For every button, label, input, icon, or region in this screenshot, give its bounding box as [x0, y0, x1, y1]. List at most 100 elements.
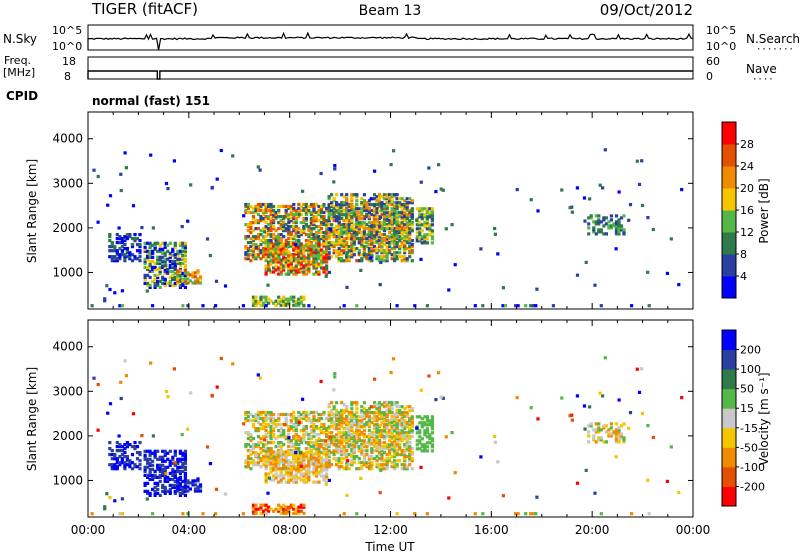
echo-cell — [254, 245, 258, 250]
echo-cell — [516, 512, 520, 516]
echo-cell — [287, 228, 291, 232]
echo-cell — [269, 258, 273, 262]
echo-cell — [332, 207, 336, 211]
echo-cell — [323, 231, 328, 235]
echo-cell — [272, 254, 276, 258]
echo-cell — [287, 474, 291, 478]
echo-cell — [403, 414, 407, 419]
echo-cell — [398, 445, 402, 449]
echo-cell — [108, 233, 112, 237]
echo-cell — [398, 247, 402, 251]
echo-cell — [367, 455, 371, 459]
echo-cell — [151, 304, 155, 308]
echo-cell — [335, 215, 339, 219]
echo-cell — [289, 466, 293, 470]
echo-cell — [367, 215, 371, 219]
echo-cell — [337, 235, 341, 239]
echo-cell — [246, 235, 250, 239]
echo-cell — [375, 435, 379, 439]
echo-cell — [619, 228, 624, 232]
echo-cell — [279, 447, 283, 451]
echo-cell — [287, 213, 291, 217]
echo-cell — [317, 262, 321, 266]
echo-cell — [617, 218, 621, 222]
echo-cell — [113, 255, 117, 259]
echo-cell — [332, 249, 336, 253]
echo-cell — [254, 301, 258, 305]
echo-cell — [193, 487, 198, 491]
time-tick-label: 16:00 — [474, 523, 509, 537]
echo-cell — [325, 244, 329, 248]
echo-cell — [327, 231, 331, 235]
echo-cell — [156, 463, 160, 467]
echo-cell — [138, 255, 142, 259]
echo-cell — [214, 279, 219, 283]
echo-cell — [352, 421, 356, 425]
echo-cell — [587, 216, 591, 220]
echo-cell — [352, 423, 356, 427]
echo-cell — [284, 246, 288, 250]
echo-cell — [274, 450, 278, 454]
echo-cell — [614, 232, 619, 236]
echo-cell — [171, 277, 175, 281]
echo-cell — [370, 457, 374, 461]
echo-cell — [183, 457, 187, 461]
echo-cell — [297, 420, 301, 425]
echo-cell — [370, 237, 374, 241]
echo-cell — [637, 182, 642, 186]
echo-cell — [282, 246, 286, 250]
echo-cell — [158, 255, 162, 259]
echo-cell — [181, 255, 185, 259]
echo-cell — [380, 459, 384, 463]
echo-cell — [312, 233, 316, 237]
echo-cell — [327, 270, 331, 274]
echo-cell — [277, 445, 281, 449]
echo-cell — [398, 223, 402, 227]
echo-cell — [277, 210, 281, 215]
echo-cell — [392, 149, 396, 153]
echo-cell — [261, 253, 266, 257]
echo-cell — [183, 465, 187, 469]
echo-cell — [297, 468, 301, 472]
echo-cell — [347, 249, 351, 253]
echo-cell — [284, 297, 288, 301]
echo-cell — [609, 214, 613, 218]
echo-cell — [340, 253, 344, 257]
echo-cell — [393, 429, 397, 433]
echo-cell — [325, 266, 329, 270]
echo-cell — [297, 246, 301, 250]
echo-cell — [332, 457, 336, 461]
echo-cell — [292, 237, 296, 241]
echo-cell — [241, 304, 245, 308]
echo-cell — [178, 269, 182, 273]
echo-cell — [614, 247, 618, 251]
echo-cell — [347, 229, 351, 233]
echo-cell — [292, 425, 296, 429]
echo-cell — [405, 241, 409, 245]
echo-cell — [597, 228, 601, 232]
echo-cell — [173, 241, 177, 245]
echo-cell — [362, 433, 366, 437]
echo-cell — [143, 449, 147, 453]
echo-cell — [408, 416, 412, 421]
echo-cell — [171, 457, 175, 461]
time-axis-title: Time UT — [364, 540, 415, 554]
echo-cell — [269, 233, 273, 237]
echo-cell — [302, 270, 306, 274]
echo-cell — [128, 251, 132, 255]
echo-cell — [173, 451, 177, 455]
echo-cell — [398, 239, 402, 243]
echo-cell — [181, 491, 185, 495]
echo-cell — [380, 255, 384, 259]
echo-cell — [246, 449, 250, 453]
echo-cell — [261, 241, 266, 245]
echo-cell — [191, 479, 195, 483]
echo-cell — [372, 245, 377, 249]
echo-cell — [294, 429, 298, 433]
echo-cell — [332, 443, 336, 447]
echo-cell — [193, 281, 198, 285]
echo-cell — [120, 461, 124, 465]
echo-cell — [294, 437, 298, 441]
echo-cell — [244, 461, 248, 465]
echo-cell — [304, 456, 308, 460]
